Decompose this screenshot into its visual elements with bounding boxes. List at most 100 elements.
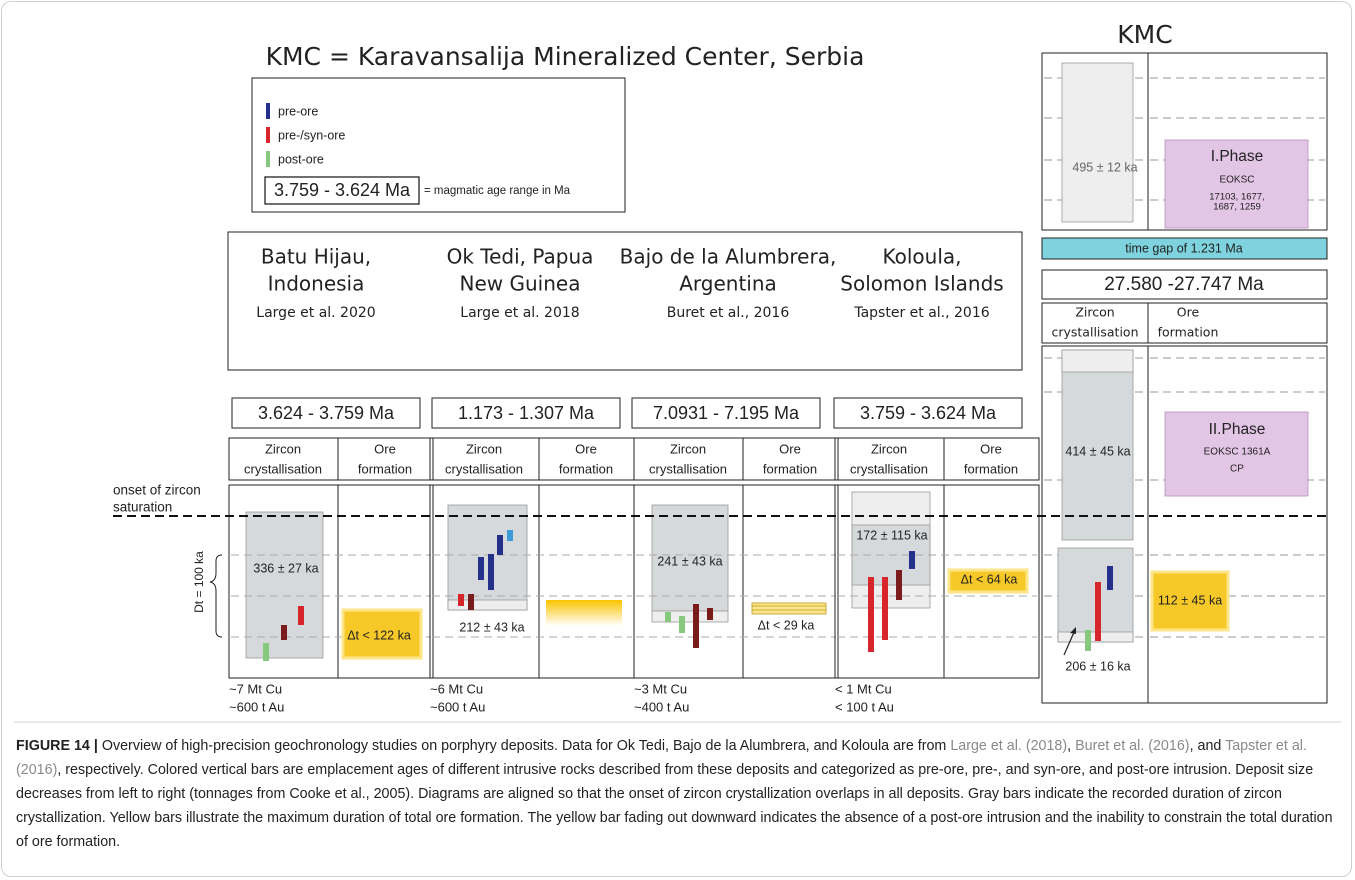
intrusion-bar [665,612,671,622]
intrusion-bar [896,570,902,600]
ore-bar [751,602,827,615]
legend-label: pre-ore [278,104,318,118]
column-header: Ore [1177,305,1200,320]
phase-samples: 17103, 1677, [1209,192,1264,203]
deposit-size: ~3 Mt Cu [634,681,687,696]
kmc-title: KMC [1117,20,1172,49]
zircon-duration: 495 ± 12 ka [1072,160,1137,174]
age-range: 3.624 - 3.759 Ma [258,403,395,423]
reference-link[interactable]: Buret et al. (2016) [1075,738,1190,754]
intrusion-bar [497,535,503,555]
ore-bar [341,608,423,660]
intrusion-bar [298,606,304,625]
ore-bar [546,600,622,626]
intrusion-bar [488,554,494,590]
intrusion-bar [707,608,713,620]
phase-samples: CP [1230,464,1244,475]
age-range: 3.759 - 3.624 Ma [860,403,997,423]
column-header: Ore [575,441,597,456]
column-header: crystallisation [445,461,523,476]
intrusion-bar [882,577,888,640]
intrusion-bar [693,604,699,648]
deposit-name: Koloula, [883,245,962,269]
kmc-phase1-box [1041,52,1328,231]
deposit-header-box [227,231,1023,371]
kmc-phase2-box [1041,345,1328,704]
panel-box [633,484,839,679]
column-header-box [834,437,1040,481]
zircon-duration: 212 ± 43 ka [459,620,524,634]
column-header: formation [763,461,817,476]
figure: KMC = Karavansalija Mineralized Center, … [14,20,1341,723]
legend-swatch [266,151,270,167]
zircon-duration: 414 ± 45 ka [1065,444,1130,458]
ore-duration: Δt < 122 ka [347,628,411,642]
deposit-reference: Large et al. 2018 [460,305,579,321]
column-header: crystallisation [850,461,928,476]
zircon-duration: 241 ± 43 ka [657,554,722,568]
deposit-size: ~600 t Au [430,699,485,714]
intrusion-bar [478,557,484,580]
caption-text: , [1067,738,1076,754]
column-header: formation [358,461,412,476]
deposit-name: New Guinea [460,272,581,296]
zircon-range [1061,62,1134,223]
intrusion-bar [1095,582,1101,641]
phase-samples: EOKSC [1219,175,1254,186]
caption-text: Overview of high-precision geochronology… [97,738,951,754]
age-range-box [431,397,621,429]
phase-samples: EOKSC 1361A [1204,447,1271,458]
intrusion-bar [281,625,287,640]
legend-range-box [264,176,420,205]
zircon-duration: 336 ± 27 ka [253,561,318,575]
deposit-size: ~600 t Au [229,699,284,714]
column-header: Zircon [265,441,301,456]
zircon-duration: 172 ± 115 ka [856,528,927,542]
column-header-box [1041,302,1328,344]
phase-label: I.Phase [1211,148,1264,165]
column-header: Zircon [871,441,907,456]
intrusion-bar [468,594,474,610]
column-header-box [633,437,839,481]
deposit-size: < 1 Mt Cu [835,681,892,696]
intrusion-bar [1107,566,1113,590]
zircon-range [447,599,528,611]
panel-box [834,484,1040,679]
figure-title: KMC = Karavansalija Mineralized Center, … [266,42,865,71]
column-header: crystallisation [244,461,322,476]
zircon-range [1061,349,1134,541]
legend-swatch [266,103,270,119]
deposit-reference: Large et al. 2020 [256,305,375,321]
deposit-name: Bajo de la Alumbrera, [620,245,837,269]
reference-link[interactable]: Large et al. (2018) [950,738,1068,754]
column-header: Zircon [466,441,502,456]
brace [209,554,223,638]
legend-label: pre-/syn-ore [278,128,345,142]
column-header: Zircon [670,441,706,456]
column-header: Zircon [1075,305,1114,320]
column-header-box [228,437,434,481]
zircon-range [447,504,528,611]
age-range: 1.173 - 1.307 Ma [458,403,595,423]
deposit-reference: Buret et al., 2016 [667,305,790,321]
deposit-reference: Tapster et al., 2016 [853,305,989,321]
column-header: Ore [374,441,396,456]
ore-bar [1150,570,1230,632]
column-header: formation [559,461,613,476]
caption-label: FIGURE 14 | [16,738,98,754]
legend-label: post-ore [278,152,324,166]
zircon-duration: 206 ± 16 ka [1065,659,1130,673]
deposit-name: Indonesia [268,272,365,296]
reference-link[interactable]: Tapster et al. (2016) [16,738,1307,778]
column-header: formation [964,461,1018,476]
onset-label: onset of zircon [113,483,201,498]
onset-label: saturation [113,500,172,515]
deposit-name: Argentina [679,272,777,296]
legend-note: = magmatic age range in Ma [424,185,571,197]
legend-swatch [266,127,270,143]
arrow-head [1070,627,1076,634]
zircon-range [651,610,729,623]
arrow [1063,629,1076,656]
intrusion-bar [507,530,513,541]
